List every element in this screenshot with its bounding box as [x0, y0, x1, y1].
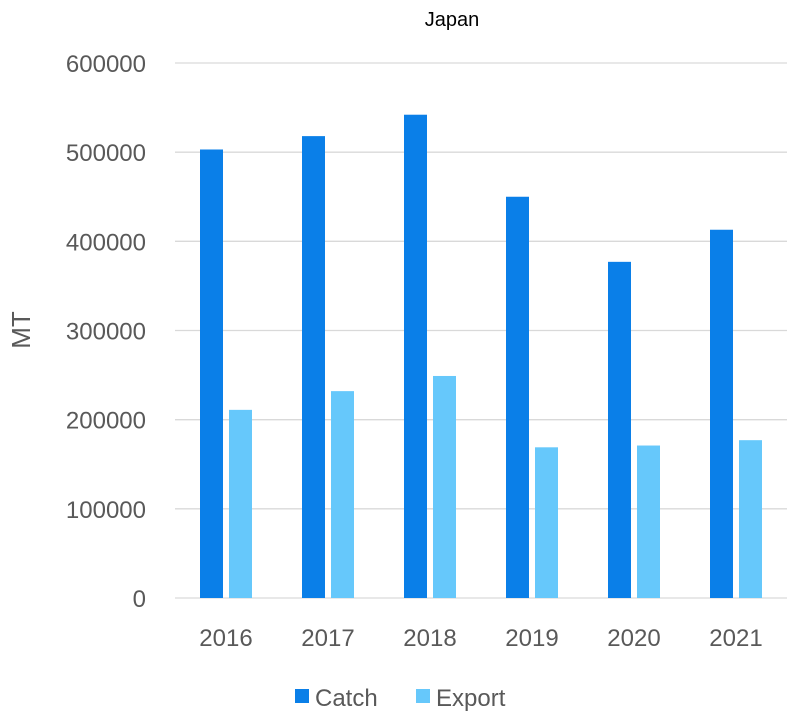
chart-title: Japan — [425, 9, 480, 31]
bar-catch-2016 — [200, 149, 223, 598]
x-tick-labels: 2016 2017 2018 2019 2020 2021 — [199, 625, 762, 652]
legend: Catch Export — [295, 685, 506, 712]
x-tick-label-2019: 2019 — [505, 625, 558, 652]
bar-export-2020 — [637, 445, 660, 598]
y-axis-label: MT — [6, 311, 36, 349]
bar-catch-2017 — [302, 136, 325, 598]
bar-export-2019 — [535, 447, 558, 598]
bar-export-2018 — [433, 375, 456, 598]
legend-swatch-catch — [295, 689, 309, 703]
legend-label-catch: Catch — [315, 685, 378, 712]
x-tick-label-2016: 2016 — [199, 625, 252, 652]
y-tick-labels: 0 100000 200000 300000 400000 500000 600000 — [66, 51, 146, 613]
y-tick-label-200000: 200000 — [66, 408, 146, 435]
bar-export-2017 — [331, 391, 354, 598]
bar-catch-2019 — [506, 196, 529, 598]
y-tick-label-0: 0 — [133, 586, 146, 613]
legend-swatch-export — [416, 689, 430, 703]
x-tick-label-2020: 2020 — [607, 625, 660, 652]
y-tick-label-100000: 100000 — [66, 497, 146, 524]
x-tick-label-2021: 2021 — [709, 625, 762, 652]
legend-label-export: Export — [436, 685, 506, 712]
y-tick-label-600000: 600000 — [66, 51, 146, 78]
y-tick-label-300000: 300000 — [66, 319, 146, 346]
bar-catch-2021 — [710, 229, 733, 598]
bar-export-2016 — [229, 409, 252, 598]
y-tick-label-400000: 400000 — [66, 229, 146, 256]
bar-catch-2018 — [404, 114, 427, 598]
gridlines — [175, 62, 787, 599]
bar-export-2021 — [739, 440, 762, 598]
y-tick-label-500000: 500000 — [66, 140, 146, 167]
bar-catch-2020 — [608, 261, 631, 598]
bars — [200, 114, 762, 598]
x-tick-label-2018: 2018 — [403, 625, 456, 652]
x-tick-label-2017: 2017 — [301, 625, 354, 652]
